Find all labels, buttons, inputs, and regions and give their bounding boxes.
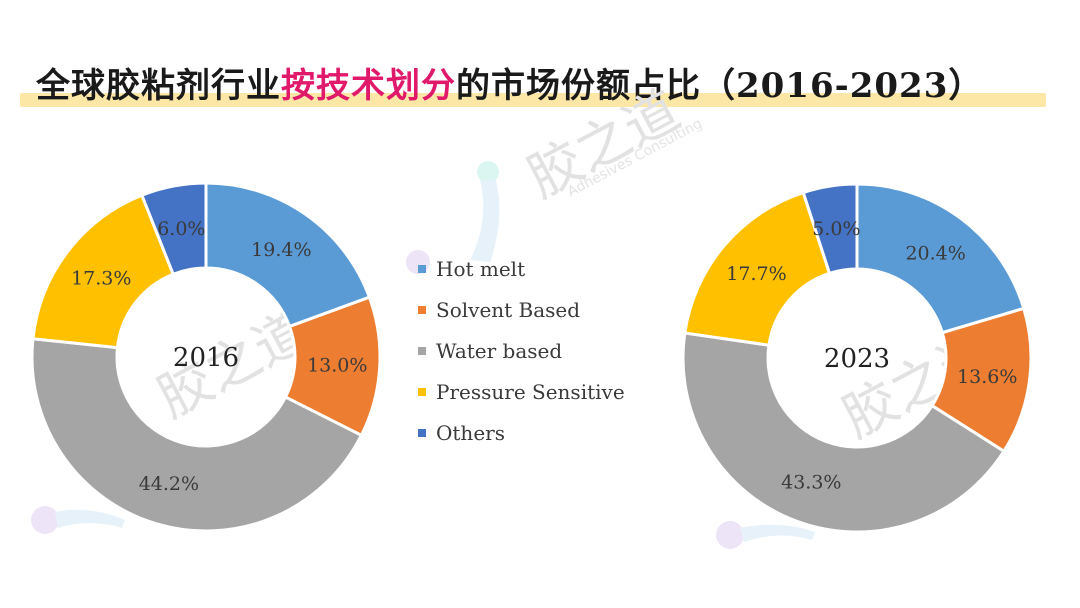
watermark-blob	[740, 524, 815, 542]
slice-data-label: 13.6%	[957, 366, 1017, 388]
slice-data-label: 19.4%	[251, 239, 311, 261]
slice-data-label: 13.0%	[307, 355, 367, 377]
legend-label: Solvent Based	[436, 297, 581, 322]
legend-item: Pressure Sensitive	[418, 371, 625, 412]
legend-label: Water based	[436, 338, 563, 363]
watermark-blob	[55, 509, 125, 528]
legend-swatch	[418, 387, 426, 396]
watermark-blob	[477, 161, 499, 183]
donut-slice-others	[801, 182, 859, 276]
donut-slice-water-based	[30, 337, 364, 533]
title-part1: 全球胶粘剂行业	[36, 66, 281, 106]
slice-data-label: 17.7%	[726, 263, 786, 285]
title-area: 全球胶粘剂行业按技术划分的市场份额占比（2016-2023）	[0, 0, 1080, 120]
slice-data-label: 43.3%	[781, 471, 841, 493]
legend-swatch	[418, 305, 426, 314]
chart-title: 全球胶粘剂行业按技术划分的市场份额占比（2016-2023）	[36, 58, 983, 107]
slice-data-label: 5.0%	[812, 218, 860, 240]
legend-swatch	[418, 346, 426, 355]
legend-item: Water based	[418, 330, 625, 371]
legend-swatch	[418, 264, 426, 273]
title-part2: 的市场份额占比（2016-2023）	[456, 66, 984, 106]
title-underline	[20, 93, 1046, 107]
watermark-shapes	[31, 161, 815, 549]
donut-slice-hot-melt	[855, 182, 1026, 335]
donut-slice-others	[139, 181, 208, 277]
donut-slice-water-based	[681, 331, 1006, 534]
slice-data-label: 17.3%	[71, 267, 131, 289]
watermark-blob	[716, 521, 744, 549]
slice-data-label: 6.0%	[157, 218, 205, 240]
donut-slice-pressure-sensitive	[683, 190, 832, 347]
legend-label: Hot melt	[436, 256, 526, 281]
watermark-blob	[31, 506, 59, 534]
slice-data-label: 44.2%	[139, 473, 199, 495]
legend-label: Others	[436, 420, 505, 445]
title-highlight: 按技术划分	[281, 66, 456, 106]
legend-item: Solvent Based	[418, 289, 625, 330]
donut-chart-2016: 19.4% 13.0% 44.2% 17.3% 6.0% 2016	[30, 181, 382, 533]
legend-item: Hot melt	[418, 248, 625, 289]
legend: Hot melt Solvent Based Water based Pressure…	[418, 248, 625, 453]
donut-center-year-label: 2023	[824, 344, 890, 374]
donut-chart-2023: 20.4% 13.6% 43.3% 17.7% 5.0% 2023	[681, 182, 1033, 534]
legend-item: Others	[418, 412, 625, 453]
donut-slice-pressure-sensitive	[31, 193, 176, 350]
legend-swatch	[418, 428, 426, 437]
watermark-blob	[470, 180, 500, 262]
legend-label: Pressure Sensitive	[436, 379, 625, 404]
donut-slice-hot-melt	[204, 181, 372, 329]
donut-center-year-label: 2016	[173, 343, 239, 373]
slice-data-label: 20.4%	[905, 243, 965, 265]
